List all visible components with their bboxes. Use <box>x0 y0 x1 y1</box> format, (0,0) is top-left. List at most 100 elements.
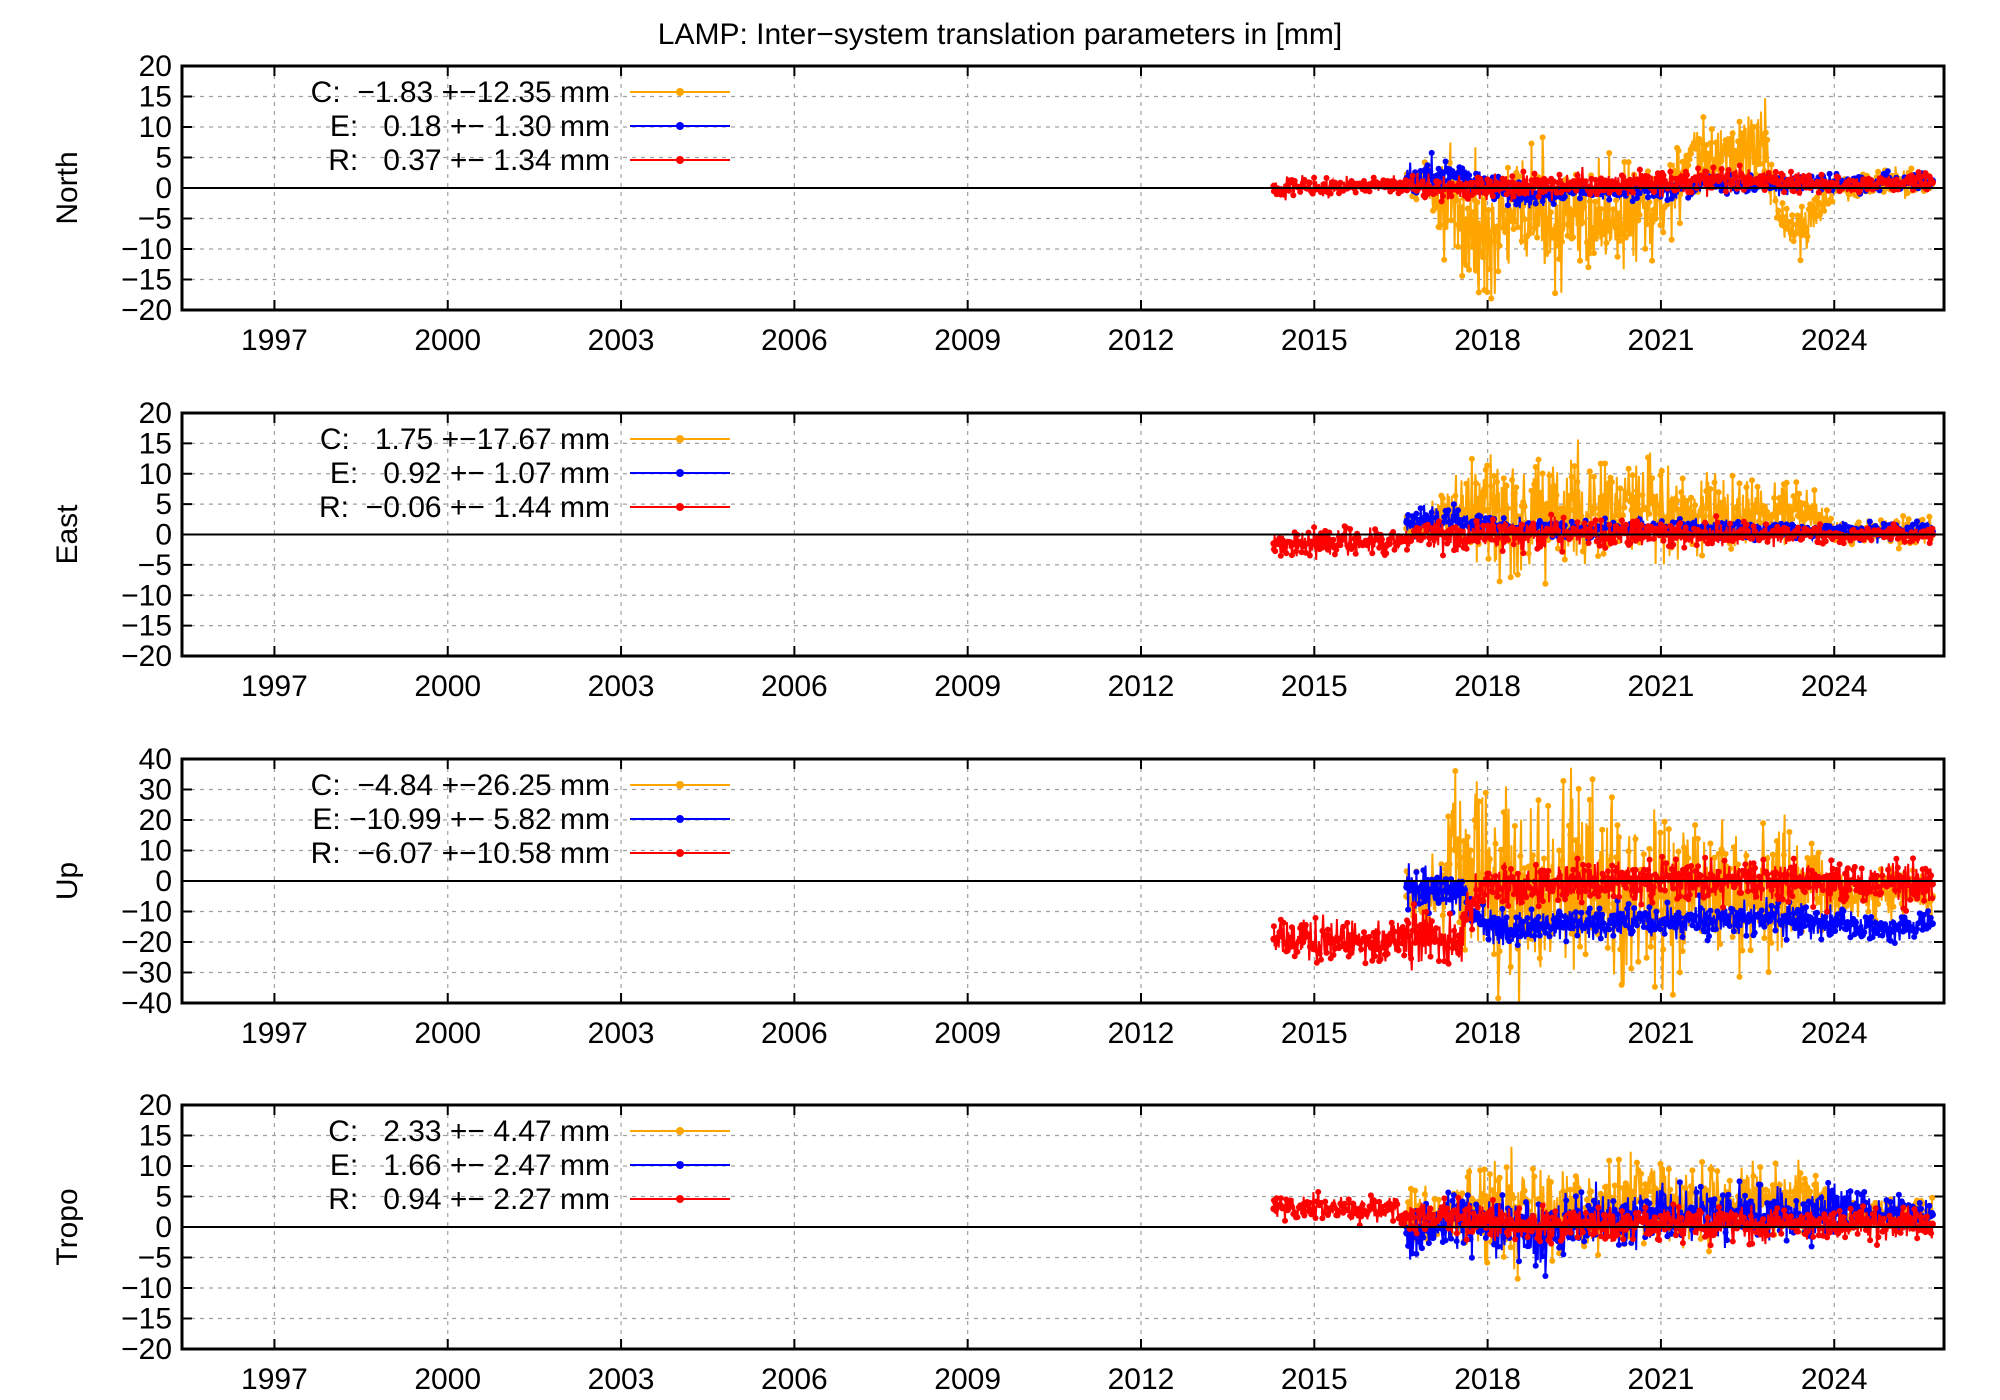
y-tick-label: −30 <box>121 957 172 990</box>
series-C-data-point <box>1703 154 1711 161</box>
series-R-point <box>1800 173 1807 179</box>
y-tick-label: −10 <box>121 233 172 266</box>
x-tick-label: 2018 <box>1454 670 1521 703</box>
series-E-point <box>1710 1202 1717 1209</box>
series-C-point <box>1676 969 1683 976</box>
series-E-point <box>1861 1189 1868 1195</box>
series-E-data-point <box>1674 917 1682 925</box>
legend-marker-R <box>676 156 684 164</box>
series-R-point <box>1894 864 1901 871</box>
series-R-point <box>1918 173 1925 180</box>
series-E-point <box>1518 195 1525 202</box>
series-R-point <box>1567 534 1574 541</box>
x-tick-label: 2024 <box>1801 670 1868 703</box>
series-E-data-point <box>1848 920 1856 928</box>
series-E-point <box>1622 922 1629 929</box>
series-E-point <box>1561 193 1568 200</box>
series-R-point <box>1874 872 1880 879</box>
plot-area <box>1270 98 1936 302</box>
series-E-point <box>1428 149 1435 156</box>
series-C-point <box>1571 211 1578 218</box>
series-C-point <box>1701 513 1708 520</box>
series-R-point <box>1530 520 1537 527</box>
series-R-point <box>1404 546 1410 553</box>
series-C-point <box>1715 489 1722 496</box>
series-C-point <box>1620 512 1626 519</box>
series-C-point <box>1667 1186 1674 1193</box>
series-C-point <box>1807 514 1814 521</box>
series-C-point <box>1514 224 1521 231</box>
series-C-data-point <box>1564 221 1572 229</box>
series-E-point <box>1532 200 1539 207</box>
series-C-point <box>1722 137 1729 144</box>
series-R-point <box>1634 518 1641 524</box>
series-R-data-point <box>1541 181 1549 189</box>
series-R-point <box>1581 867 1588 874</box>
series-E-point <box>1523 1199 1529 1206</box>
series-C-point <box>1574 479 1581 485</box>
series-C-point <box>1711 854 1718 861</box>
plot-frame <box>180 411 1946 658</box>
series-E-point <box>1448 1235 1455 1242</box>
series-C-point <box>1689 1167 1696 1174</box>
series-C-point <box>1650 206 1657 213</box>
series-C-point <box>1926 513 1933 520</box>
series-R-point <box>1657 521 1664 528</box>
series-E-point <box>1528 906 1535 913</box>
series-R-point <box>1609 178 1616 185</box>
x-tick-label: 2015 <box>1281 670 1348 703</box>
series-C-point <box>1453 197 1460 204</box>
series-E-point <box>1532 1262 1539 1269</box>
series-R-point <box>1638 522 1645 529</box>
series-E-data-point <box>1761 914 1769 922</box>
series-C-point <box>1617 946 1624 953</box>
series-C-point <box>1475 798 1482 805</box>
series-E-point <box>1462 1202 1468 1208</box>
series-R-point <box>1324 926 1331 933</box>
panel-tropo: 1997 2000 2003 2006 2009 2012 2015 2018 2021 2024… <box>51 1089 1946 1396</box>
series-C-point <box>1572 837 1579 844</box>
series-C-point <box>1503 1164 1510 1171</box>
series-C-point <box>1464 205 1471 212</box>
series-R-point <box>1545 867 1552 874</box>
series-R-point <box>1276 929 1283 936</box>
series-C-data-point <box>1651 215 1659 222</box>
series-C-point <box>1491 472 1498 479</box>
series-C-point <box>1534 513 1541 520</box>
series-C-point <box>1792 506 1798 513</box>
series-R-point <box>1420 534 1427 541</box>
series-C-point <box>1793 221 1800 228</box>
series-C-point <box>1769 511 1776 518</box>
series-R-data-point <box>1541 880 1549 888</box>
series-C-point <box>1658 907 1665 914</box>
series-E-point <box>1638 1199 1645 1206</box>
series-E-point <box>1495 1243 1502 1250</box>
series-C-point <box>1495 507 1502 514</box>
series-E-point <box>1755 524 1762 531</box>
series-C-point <box>1645 1183 1651 1190</box>
y-tick-label: −5 <box>138 1242 172 1275</box>
series-E-point <box>1568 518 1575 525</box>
series-C-point <box>1646 199 1653 205</box>
series-C-point <box>1560 1188 1567 1195</box>
series-E-point <box>1793 1198 1800 1204</box>
series-R-point <box>1790 188 1797 195</box>
series-R-point <box>1636 166 1643 173</box>
series-E-point <box>1653 908 1660 915</box>
series-R-point <box>1732 173 1739 180</box>
series-C-point <box>1679 948 1686 955</box>
series-R-point <box>1764 538 1771 545</box>
series-R-point <box>1650 884 1657 891</box>
series-E-data-point <box>1403 883 1411 891</box>
series-C-point <box>1908 165 1915 172</box>
series-R-point <box>1721 857 1728 864</box>
series-C-data-point <box>1622 211 1630 219</box>
series-E-point <box>1504 202 1511 209</box>
series-E-point <box>1697 905 1704 912</box>
legend-marker-C <box>676 435 684 443</box>
series-R-point <box>1499 548 1506 554</box>
series-E-point <box>1611 912 1618 919</box>
series-C-point <box>1649 257 1656 264</box>
series-C-point <box>1542 235 1549 241</box>
series-R-point <box>1498 885 1505 892</box>
